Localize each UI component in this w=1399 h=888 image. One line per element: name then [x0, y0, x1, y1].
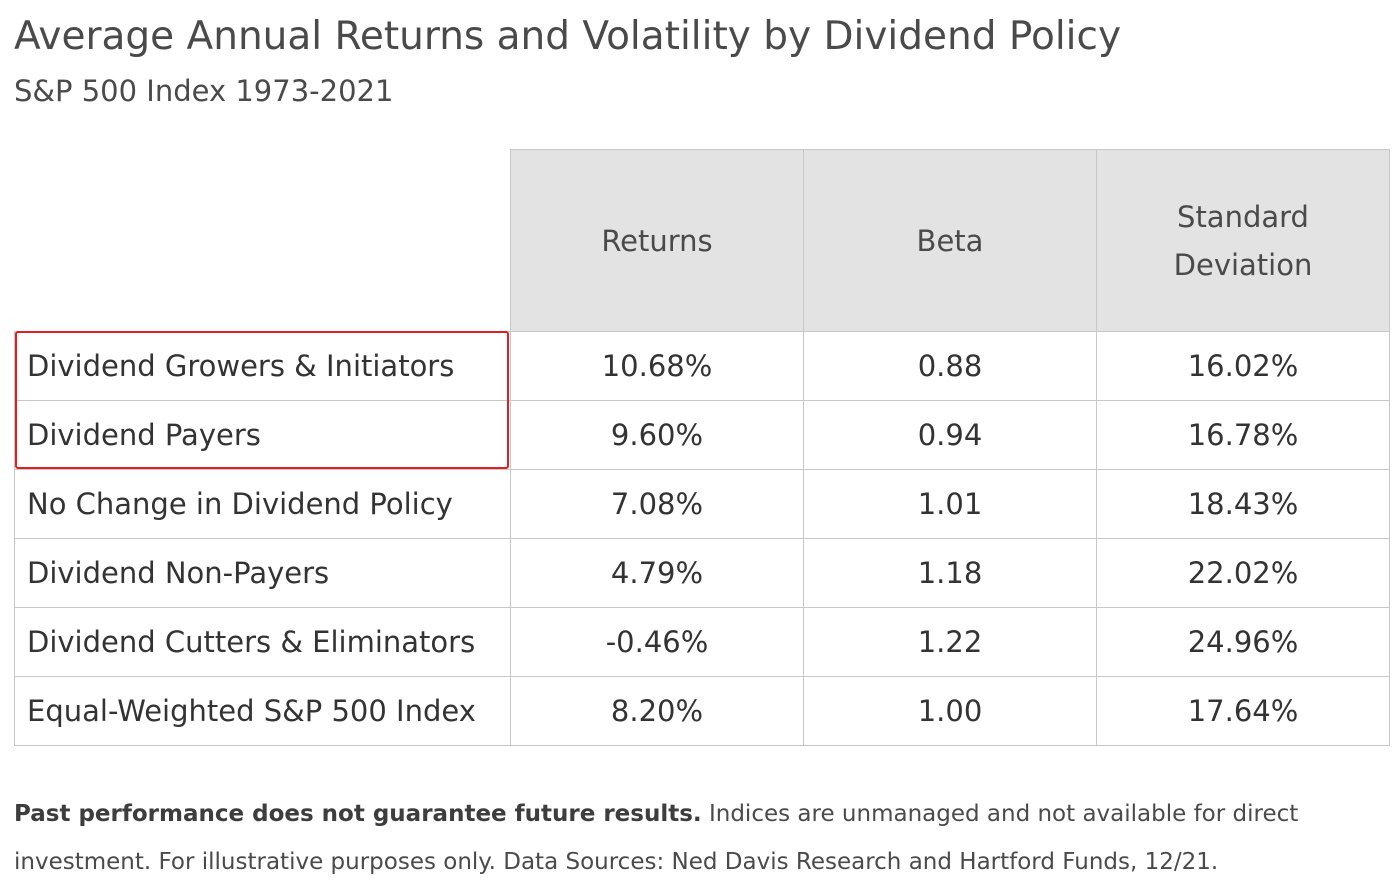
- std-dev-cell: 18.43%: [1096, 469, 1390, 539]
- row-label: Dividend Growers & Initiators: [14, 331, 511, 401]
- beta-cell: 1.01: [803, 469, 1097, 539]
- header-row: Returns Beta Standard Deviation: [14, 149, 1390, 332]
- row-label: Dividend Payers: [14, 400, 511, 470]
- std-dev-cell: 16.78%: [1096, 400, 1390, 470]
- table-row: Dividend Non-Payers 4.79% 1.18 22.02%: [14, 538, 1390, 608]
- column-header-beta: Beta: [803, 149, 1097, 332]
- column-header-line: Beta: [916, 223, 984, 258]
- table-row: Dividend Payers 9.60% 0.94 16.78%: [14, 400, 1390, 470]
- std-dev-cell: 16.02%: [1096, 331, 1390, 401]
- row-label: Dividend Non-Payers: [14, 538, 511, 608]
- header-blank-cell: [14, 149, 511, 332]
- beta-cell: 1.00: [803, 676, 1097, 746]
- column-header-line: Returns: [601, 223, 713, 258]
- table-row: Dividend Growers & Initiators 10.68% 0.88 1…: [14, 331, 1390, 401]
- std-dev-cell: 24.96%: [1096, 607, 1390, 677]
- table-row: Dividend Cutters & Eliminators -0.46% 1.22…: [14, 607, 1390, 677]
- column-header-returns: Returns: [510, 149, 804, 332]
- std-dev-cell: 17.64%: [1096, 676, 1390, 746]
- chart-title: Average Annual Returns and Volatility by…: [14, 14, 1122, 59]
- row-label: Dividend Cutters & Eliminators: [14, 607, 511, 677]
- footnote-text: Indices are unmanaged and not available …: [14, 801, 1299, 875]
- returns-cell: 9.60%: [510, 400, 804, 470]
- row-label: Equal-Weighted S&P 500 Index: [14, 676, 511, 746]
- beta-cell: 1.18: [803, 538, 1097, 608]
- column-header-line: Deviation: [1173, 247, 1313, 282]
- chart-subtitle: S&P 500 Index 1973-2021: [14, 74, 394, 108]
- returns-cell: 10.68%: [510, 331, 804, 401]
- column-header-standard-deviation: Standard Deviation: [1096, 149, 1390, 332]
- returns-cell: 7.08%: [510, 469, 804, 539]
- row-label: No Change in Dividend Policy: [14, 469, 511, 539]
- footnote: Past performance does not guarantee futu…: [14, 790, 1384, 886]
- returns-cell: 4.79%: [510, 538, 804, 608]
- beta-cell: 0.94: [803, 400, 1097, 470]
- data-table: Returns Beta Standard Deviation Dividend …: [14, 149, 1390, 746]
- footnote-disclaimer: Past performance does not guarantee futu…: [14, 801, 702, 827]
- table-row: Equal-Weighted S&P 500 Index 8.20% 1.00 17.…: [14, 676, 1390, 746]
- beta-cell: 0.88: [803, 331, 1097, 401]
- returns-cell: -0.46%: [510, 607, 804, 677]
- table-row: No Change in Dividend Policy 7.08% 1.01 18.…: [14, 469, 1390, 539]
- beta-cell: 1.22: [803, 607, 1097, 677]
- returns-cell: 8.20%: [510, 676, 804, 746]
- std-dev-cell: 22.02%: [1096, 538, 1390, 608]
- column-header-line: Standard: [1177, 199, 1309, 234]
